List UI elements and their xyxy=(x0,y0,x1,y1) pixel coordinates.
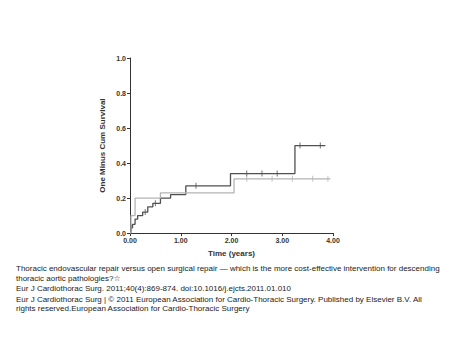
svg-text:4.00: 4.00 xyxy=(326,237,340,244)
svg-text:Time (years): Time (years) xyxy=(208,249,255,258)
html-text:Thoracic endovascular repair v: Thoracic endovascular repair versus open… xyxy=(16,264,440,283)
svg-text:1.00: 1.00 xyxy=(174,237,188,244)
svg-text:1.0: 1.0 xyxy=(116,55,126,62)
svg-text:0.6: 0.6 xyxy=(116,125,126,132)
svg-text:0.2: 0.2 xyxy=(116,195,126,202)
html-text:Eur J Cardiothorac Surg | © 20: Eur J Cardiothorac Surg | © 2011 Europea… xyxy=(16,294,422,314)
svg-text:0.0: 0.0 xyxy=(116,230,126,237)
svg-text:0.00: 0.00 xyxy=(123,237,137,244)
svg-text:0.8: 0.8 xyxy=(116,90,126,97)
svg-text:One Minus Cum Survival: One Minus Cum Survival xyxy=(98,98,107,192)
svg-text:0.4: 0.4 xyxy=(116,160,126,167)
html-text:Eur J Cardiothorac Surg. 2011;: Eur J Cardiothorac Surg. 2011;40(4):869-… xyxy=(16,284,291,294)
svg-text:2.00: 2.00 xyxy=(225,237,239,244)
svg-text:3.00: 3.00 xyxy=(275,237,289,244)
